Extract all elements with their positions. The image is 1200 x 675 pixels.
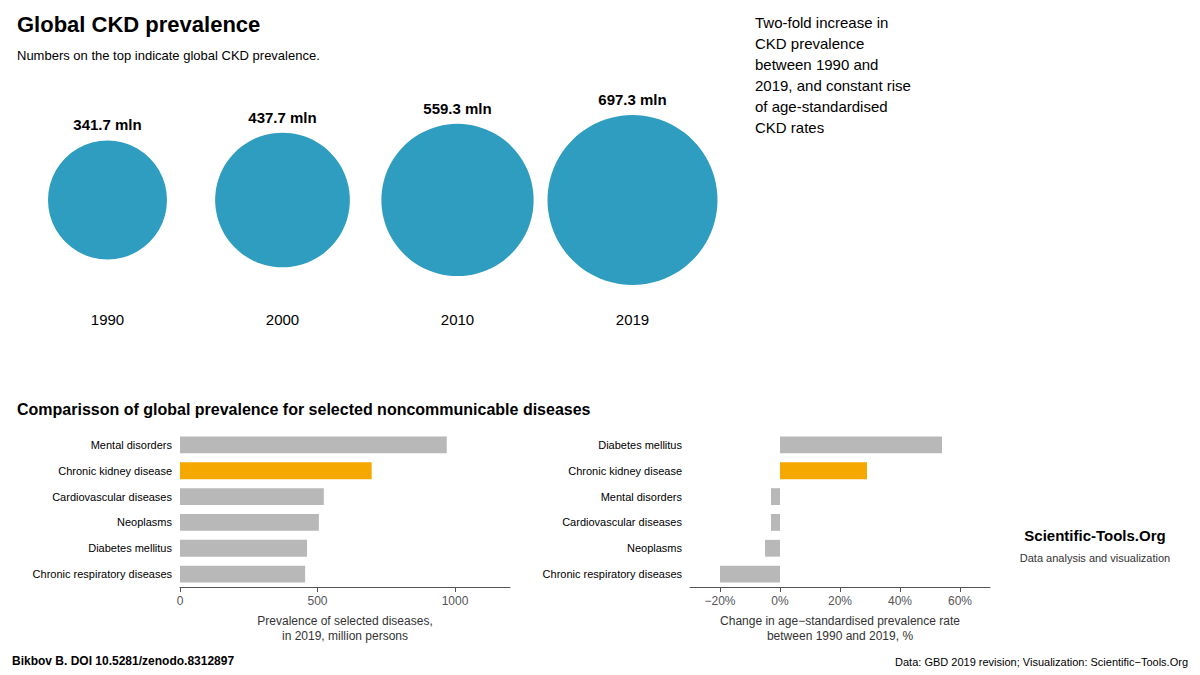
svg-text:Chronic respiratory diseases: Chronic respiratory diseases xyxy=(543,568,683,580)
svg-text:Bikbov B. DOI 10.5281/zenodo.8: Bikbov B. DOI 10.5281/zenodo.8312897 xyxy=(12,654,234,668)
svg-text:Numbers on the top indicate gl: Numbers on the top indicate global CKD p… xyxy=(17,48,320,63)
svg-text:−20%: −20% xyxy=(704,594,735,608)
svg-text:Two-fold increase in: Two-fold increase in xyxy=(755,14,888,31)
svg-text:Chronic kidney disease: Chronic kidney disease xyxy=(58,465,172,477)
svg-text:between 1990 and 2019, %: between 1990 and 2019, % xyxy=(767,629,913,643)
svg-text:Scientific-Tools.Org: Scientific-Tools.Org xyxy=(1024,527,1165,544)
svg-text:Diabetes mellitus: Diabetes mellitus xyxy=(598,439,682,451)
svg-text:Diabetes mellitus: Diabetes mellitus xyxy=(88,542,172,554)
svg-text:Chronic kidney disease: Chronic kidney disease xyxy=(568,465,682,477)
svg-text:2010: 2010 xyxy=(441,311,474,328)
svg-text:2000: 2000 xyxy=(266,311,299,328)
svg-text:Comparisson of global prevalen: Comparisson of global prevalence for sel… xyxy=(17,401,591,418)
svg-text:500: 500 xyxy=(307,594,327,608)
svg-text:559.3 mln: 559.3 mln xyxy=(423,100,491,117)
svg-text:in 2019, million persons: in 2019, million persons xyxy=(282,629,408,643)
svg-text:Prevalence of selected disease: Prevalence of selected diseases, xyxy=(257,614,432,628)
svg-text:1990: 1990 xyxy=(91,311,124,328)
svg-text:CKD prevalence: CKD prevalence xyxy=(755,35,864,52)
svg-text:20%: 20% xyxy=(828,594,852,608)
svg-text:Change in age−standardised pre: Change in age−standardised prevalence ra… xyxy=(720,614,960,628)
svg-text:60%: 60% xyxy=(948,594,972,608)
svg-text:between 1990 and: between 1990 and xyxy=(755,56,878,73)
svg-text:Chronic respiratory diseases: Chronic respiratory diseases xyxy=(33,568,173,580)
svg-text:Mental disorders: Mental disorders xyxy=(91,439,173,451)
svg-text:437.7 mln: 437.7 mln xyxy=(248,109,316,126)
svg-text:Cardiovascular diseases: Cardiovascular diseases xyxy=(562,516,682,528)
svg-text:of age-standardised: of age-standardised xyxy=(755,98,888,115)
svg-text:Mental disorders: Mental disorders xyxy=(601,491,683,503)
svg-text:40%: 40% xyxy=(888,594,912,608)
svg-text:1000: 1000 xyxy=(442,594,469,608)
svg-text:CKD rates: CKD rates xyxy=(755,119,824,136)
svg-text:Cardiovascular diseases: Cardiovascular diseases xyxy=(52,491,172,503)
svg-text:2019, and constant rise: 2019, and constant rise xyxy=(755,77,911,94)
svg-text:0: 0 xyxy=(177,594,184,608)
svg-text:Neoplasms: Neoplasms xyxy=(117,516,173,528)
svg-text:0%: 0% xyxy=(771,594,789,608)
svg-text:Global CKD prevalence: Global CKD prevalence xyxy=(17,12,260,37)
svg-text:Neoplasms: Neoplasms xyxy=(627,542,683,554)
svg-text:Data: GBD 2019 revision; Visua: Data: GBD 2019 revision; Visualization: … xyxy=(895,656,1188,668)
svg-text:Data analysis and visualizatio: Data analysis and visualization xyxy=(1020,552,1170,564)
svg-text:697.3 mln: 697.3 mln xyxy=(598,91,666,108)
svg-text:341.7 mln: 341.7 mln xyxy=(73,116,141,133)
svg-text:2019: 2019 xyxy=(616,311,649,328)
